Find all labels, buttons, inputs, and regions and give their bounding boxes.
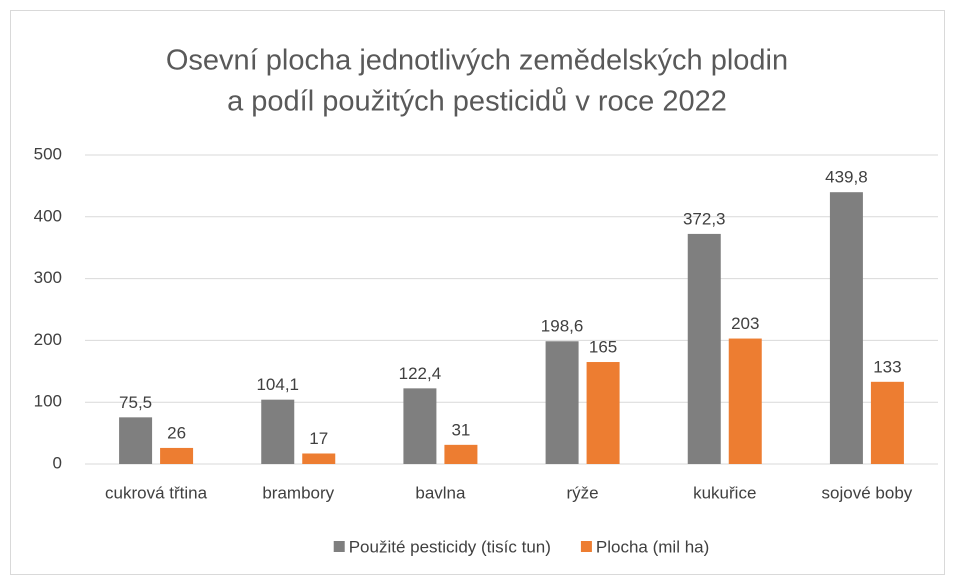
bar — [545, 341, 579, 464]
data-label: 372,3 — [683, 209, 726, 228]
bar — [119, 417, 153, 464]
x-tick-label: cukrová třtina — [105, 483, 208, 502]
bar — [160, 447, 194, 464]
x-tick-label: sojové boby — [822, 483, 913, 502]
data-label: 203 — [731, 314, 759, 333]
bar — [444, 444, 478, 464]
bar — [829, 192, 863, 464]
data-label: 75,5 — [119, 393, 152, 412]
y-tick-label: 100 — [34, 392, 62, 411]
bar — [403, 388, 437, 464]
data-label: 122,4 — [399, 364, 442, 383]
x-tick-label: kukuřice — [693, 483, 756, 502]
bar — [586, 362, 620, 464]
bar — [728, 338, 762, 464]
y-tick-label: 500 — [34, 144, 62, 163]
chart-border — [10, 10, 945, 575]
x-tick-label: brambory — [262, 483, 334, 502]
chart-title: Osevní plocha jednotlivých zemědelských … — [166, 45, 788, 77]
bar — [302, 453, 336, 464]
data-label: 165 — [589, 338, 617, 357]
bar — [261, 399, 295, 464]
data-label: 31 — [451, 420, 470, 439]
x-tick-label: rýže — [567, 483, 599, 502]
bar — [687, 233, 721, 464]
y-tick-label: 200 — [34, 330, 62, 349]
data-label: 198,6 — [541, 317, 584, 336]
data-label: 133 — [873, 357, 901, 376]
data-label: 439,8 — [825, 168, 868, 187]
x-tick-label: bavlna — [415, 483, 466, 502]
y-tick-label: 0 — [53, 453, 62, 472]
data-label: 104,1 — [256, 375, 299, 394]
legend-label: Plocha (mil ha) — [596, 537, 709, 556]
y-tick-label: 400 — [34, 206, 62, 225]
legend-label: Použité pesticidy (tisíc tun) — [349, 537, 551, 556]
data-label: 17 — [309, 429, 328, 448]
chart-title: a podíl použitých pesticidů v roce 2022 — [227, 86, 727, 118]
bar — [870, 381, 904, 464]
legend-swatch — [580, 541, 592, 552]
y-tick-label: 300 — [34, 268, 62, 287]
data-label: 26 — [167, 423, 186, 442]
legend-swatch — [333, 541, 345, 552]
